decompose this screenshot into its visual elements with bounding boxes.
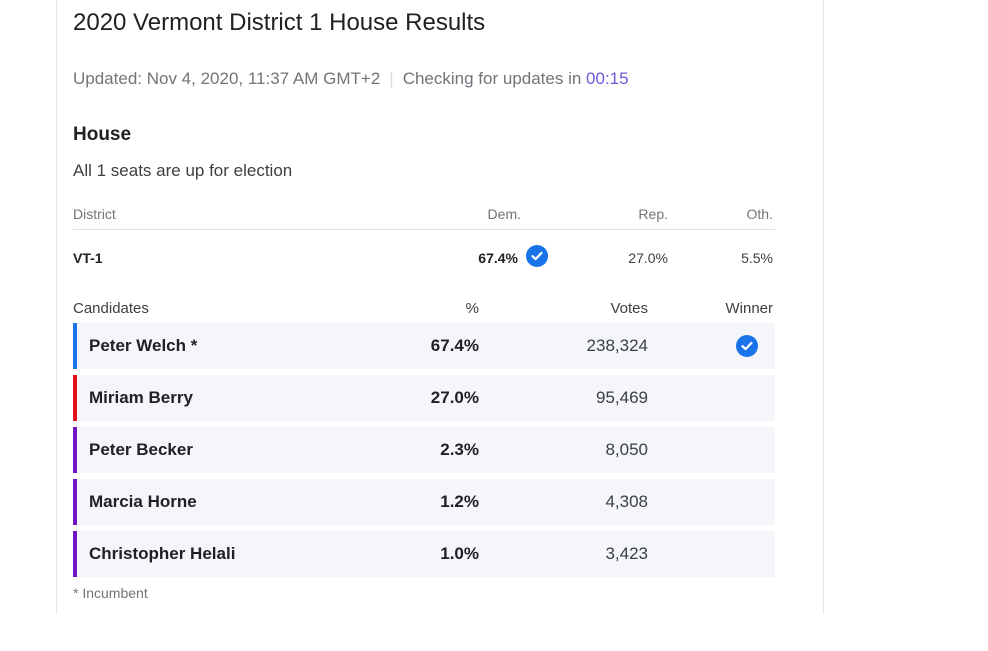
party-color-bar [73, 323, 77, 369]
dem-column-header: Dem. [487, 206, 521, 222]
candidate-votes: 4,308 [605, 492, 648, 511]
candidate-votes: 238,324 [586, 336, 648, 355]
candidate-row: Peter Becker 2.3% 8,050 [73, 427, 775, 473]
candidate-percent: 27.0% [430, 388, 479, 407]
update-countdown: 00:15 [586, 69, 629, 88]
district-name: VT-1 [73, 250, 103, 266]
candidate-row: Miriam Berry 27.0% 95,469 [73, 375, 775, 421]
candidate-row: Peter Welch * 67.4% 238,324 [73, 323, 775, 369]
results-card: 2020 Vermont District 1 House Results Up… [56, 0, 824, 614]
section-title: House [73, 124, 132, 145]
candidate-name: Peter Becker [89, 440, 193, 459]
candidate-percent: 1.0% [440, 544, 479, 563]
candidate-votes: 95,469 [596, 388, 648, 407]
section-subtitle: All 1 seats are up for election [73, 161, 293, 180]
update-status: Updated: Nov 4, 2020, 11:37 AM GMT+2 | Che… [73, 69, 629, 89]
candidate-percent: 1.2% [440, 492, 479, 511]
candidate-row: Marcia Horne 1.2% 4,308 [73, 479, 775, 525]
pct-column-header: % [465, 300, 479, 317]
rep-share: 27.0% [628, 250, 668, 266]
checking-label: Checking for updates in [402, 69, 582, 88]
candidate-name: Marcia Horne [89, 492, 197, 511]
party-color-bar [73, 531, 77, 577]
updated-timestamp: Updated: Nov 4, 2020, 11:37 AM GMT+2 [73, 69, 381, 88]
check-circle-icon [736, 335, 758, 357]
district-column-header: District [73, 206, 116, 222]
incumbent-footnote: * Incumbent [73, 585, 148, 601]
candidate-votes: 3,423 [605, 544, 648, 563]
party-color-bar [73, 479, 77, 525]
page-title: 2020 Vermont District 1 House Results [73, 9, 486, 36]
oth-share: 5.5% [741, 250, 773, 266]
check-circle-icon [526, 245, 548, 267]
candidate-row: Christopher Helali 1.0% 3,423 [73, 531, 775, 577]
candidate-name: Miriam Berry [89, 388, 193, 407]
party-color-bar [73, 427, 77, 473]
candidate-name: Christopher Helali [89, 544, 236, 563]
party-color-bar [73, 375, 77, 421]
table-divider [73, 229, 775, 230]
status-separator: | [389, 69, 394, 88]
candidate-percent: 2.3% [440, 440, 479, 459]
candidate-percent: 67.4% [430, 336, 479, 355]
oth-column-header: Oth. [746, 206, 773, 222]
candidate-name: Peter Welch * [89, 336, 198, 355]
candidates-column-header: Candidates [73, 300, 149, 317]
votes-column-header: Votes [610, 300, 648, 317]
dem-share: 67.4% [478, 250, 518, 266]
candidate-votes: 8,050 [605, 440, 648, 459]
rep-column-header: Rep. [638, 206, 668, 222]
winner-column-header: Winner [725, 300, 773, 317]
